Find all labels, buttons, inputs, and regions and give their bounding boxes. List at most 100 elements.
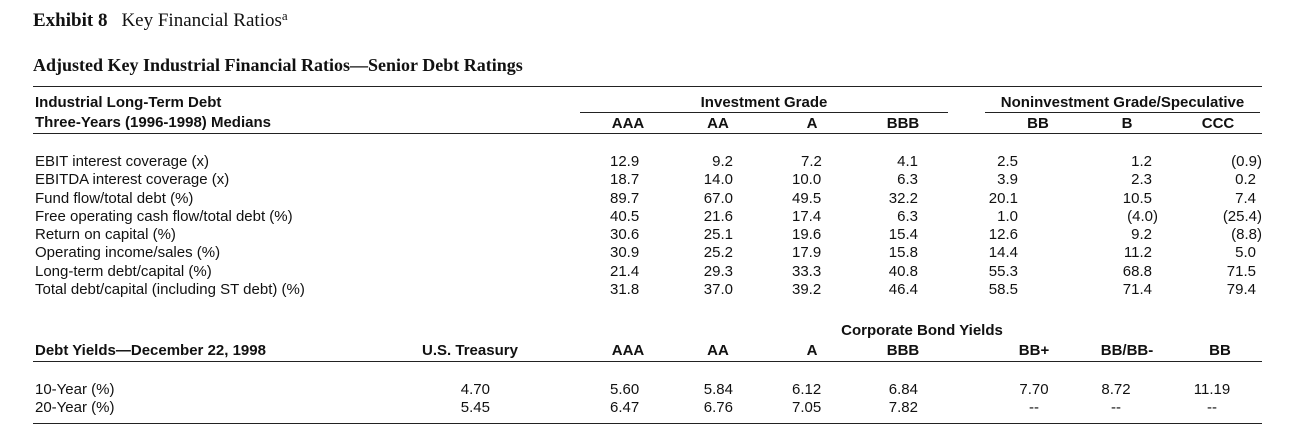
yield-column-aaa: 5.60 6.47 — [610, 381, 639, 418]
yield-column-bb-bbminus: 8.72 -- — [1086, 381, 1146, 418]
yield-value: 4.70 — [460, 381, 490, 398]
yields-header-rule — [33, 361, 1262, 362]
yield-header-bbb: BBB — [886, 342, 920, 359]
rating-header-b: B — [1121, 115, 1133, 132]
ratio-column-b: 1.2 2.3 10.5 (4.0) 9.2 11.2 68.8 71.4 — [1098, 153, 1158, 299]
ratio-value: 14.4 — [988, 244, 1018, 262]
ratio-value: 58.5 — [988, 281, 1018, 299]
yield-value: 11.19 — [1193, 381, 1231, 398]
rating-header-bb: BB — [1027, 115, 1049, 132]
ratio-value: 17.4 — [792, 207, 822, 225]
ratio-value: (25.4) — [1222, 207, 1262, 225]
ratio-value: 6.3 — [897, 171, 918, 189]
bottom-rule — [33, 423, 1262, 424]
yield-header-bb: BB — [1209, 342, 1231, 359]
exhibit-title: Key Financial Ratios — [121, 10, 282, 31]
ratio-row-label: Total debt/capital (including ST debt) (… — [35, 281, 305, 299]
ratio-value: 15.8 — [888, 244, 918, 262]
yield-header-aa: AA — [707, 342, 729, 359]
yield-column-bbplus: 7.70 -- — [1004, 381, 1064, 418]
table-subtitle: Adjusted Key Industrial Financial Ratios… — [33, 55, 523, 75]
ratio-column-bbb: 4.1 6.3 32.2 6.3 15.4 15.8 40.8 46.4 — [868, 153, 918, 299]
yield-column-treasury: 4.70 5.45 — [430, 381, 490, 418]
ratio-value: 14.0 — [703, 171, 733, 189]
ratio-value: 89.7 — [610, 189, 640, 207]
corporate-bond-yields-header: Corporate Bond Yields — [841, 322, 1003, 339]
ratio-value: 19.6 — [792, 226, 822, 244]
ratio-value: 9.2 — [712, 153, 733, 170]
yield-row-label: 10-Year (%) — [35, 381, 115, 398]
ratio-value: 7.2 — [801, 153, 822, 170]
investment-grade-rule — [580, 112, 948, 113]
ratio-value: 31.8 — [610, 281, 640, 299]
noninvestment-grade-header: Noninvestment Grade/Speculative — [1000, 94, 1245, 111]
ratio-value: 29.3 — [703, 262, 733, 280]
yield-value: -- — [1029, 399, 1039, 417]
us-treasury-header: U.S. Treasury — [422, 342, 518, 359]
ratio-column-aaa: 12.9 18.7 89.7 40.5 30.6 30.9 21.4 31.8 — [610, 153, 639, 299]
investment-grade-header: Investment Grade — [700, 94, 828, 111]
yield-header-a: A — [806, 342, 818, 359]
rating-header-aaa: AAA — [611, 115, 645, 132]
ratio-value: 32.2 — [888, 189, 918, 207]
ratios-header-rule — [33, 133, 1262, 134]
yield-header-bb-bbminus: BB/BB- — [1100, 342, 1154, 359]
ratio-value: 71.5 — [1226, 262, 1256, 280]
yield-value: -- — [1207, 399, 1217, 417]
yield-value: 6.47 — [610, 399, 640, 417]
debt-yields-header: Debt Yields—December 22, 1998 — [35, 342, 266, 359]
ratio-value: 40.5 — [610, 207, 640, 225]
yield-value: -- — [1111, 399, 1121, 417]
ratio-value: 12.9 — [610, 153, 640, 170]
ratio-value: 9.2 — [1131, 226, 1152, 244]
ratio-column-aa: 9.2 14.0 67.0 21.6 25.1 25.2 29.3 37.0 — [683, 153, 733, 299]
ratio-value: 4.1 — [897, 153, 918, 170]
ratio-value: 67.0 — [703, 189, 733, 207]
rating-header-a: A — [806, 115, 818, 132]
ratio-value: 39.2 — [792, 281, 822, 299]
ratio-column-ccc: (0.9) 0.2 7.4 (25.4) (8.8) 5.0 71.5 79.4 — [1190, 153, 1262, 299]
yield-value: 6.84 — [888, 381, 918, 398]
yield-column-a: 6.12 7.05 — [792, 381, 821, 418]
ratio-value: 33.3 — [792, 262, 822, 280]
ratio-value: 12.6 — [988, 226, 1018, 244]
yield-value: 7.05 — [792, 399, 822, 417]
ratio-value: 68.8 — [1122, 262, 1152, 280]
ratio-value: 2.5 — [997, 153, 1018, 170]
yield-value: 8.72 — [1101, 381, 1131, 398]
ratio-value: 3.9 — [997, 171, 1018, 189]
yield-header-aaa: AAA — [611, 342, 645, 359]
yield-column-bb: 11.19 -- — [1182, 381, 1242, 418]
ratio-value: 49.5 — [792, 189, 822, 207]
ratio-value: 79.4 — [1226, 281, 1256, 299]
ratio-value: 15.4 — [888, 226, 918, 244]
yield-value: 6.76 — [703, 399, 733, 417]
ratio-value: 25.1 — [703, 226, 733, 244]
ratio-value: (8.8) — [1231, 226, 1262, 244]
exhibit-footnote-marker: a — [281, 8, 288, 23]
yield-value: 5.45 — [460, 399, 490, 417]
ratio-value: 17.9 — [792, 244, 822, 262]
ratio-value: 1.2 — [1131, 153, 1152, 170]
ratio-value: 6.3 — [897, 207, 918, 225]
ratio-value: 1.0 — [997, 207, 1018, 225]
yield-value: 7.70 — [1019, 381, 1049, 398]
ratio-value: 7.4 — [1235, 189, 1256, 207]
ratio-value: 11.2 — [1123, 244, 1152, 262]
ratios-header-line2: Three-Years (1996-1998) Medians — [35, 114, 271, 131]
ratio-value: 2.3 — [1131, 171, 1152, 189]
ratio-value: 71.4 — [1122, 281, 1152, 299]
yield-column-bbb: 6.84 7.82 — [868, 381, 918, 418]
yield-value: 5.84 — [703, 381, 733, 398]
rating-header-bbb: BBB — [886, 115, 920, 132]
ratio-value: 18.7 — [610, 171, 640, 189]
ratio-value: 21.4 — [610, 262, 640, 280]
ratios-header-line1: Industrial Long-Term Debt — [35, 94, 222, 111]
ratio-value: 5.0 — [1235, 244, 1256, 262]
ratio-value: 55.3 — [988, 262, 1018, 280]
rating-header-ccc: CCC — [1201, 115, 1235, 132]
yield-value: 5.60 — [610, 381, 640, 398]
yield-value: 7.82 — [888, 399, 918, 417]
yield-column-aa: 5.84 6.76 — [683, 381, 733, 418]
ratio-column-bb: 2.5 3.9 20.1 1.0 12.6 14.4 55.3 58.5 — [968, 153, 1018, 299]
